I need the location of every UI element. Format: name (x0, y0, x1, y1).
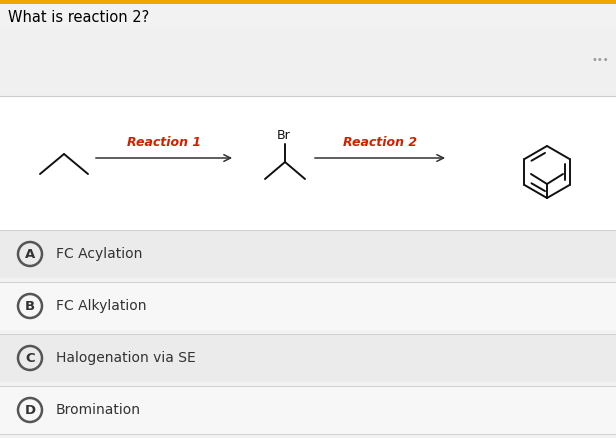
Text: •••: ••• (591, 55, 609, 65)
Text: A: A (25, 247, 35, 261)
Text: Br: Br (277, 129, 291, 142)
Text: FC Alkylation: FC Alkylation (56, 299, 147, 313)
Text: D: D (25, 403, 36, 417)
Bar (0, 334, 616, 382)
Text: B: B (25, 300, 35, 312)
Bar (0, 386, 616, 434)
Text: Halogenation via SE: Halogenation via SE (56, 351, 196, 365)
Bar (0, 0, 616, 4)
Text: Bromination: Bromination (56, 403, 141, 417)
Text: FC Acylation: FC Acylation (56, 247, 142, 261)
Text: Reaction 2: Reaction 2 (343, 136, 417, 149)
Bar (0, 230, 616, 278)
Text: Reaction 1: Reaction 1 (127, 136, 201, 149)
Text: What is reaction 2?: What is reaction 2? (8, 11, 149, 25)
Text: C: C (25, 352, 35, 364)
Bar (0, 28, 616, 96)
Bar (0, 282, 616, 330)
Bar (0, 96, 616, 231)
